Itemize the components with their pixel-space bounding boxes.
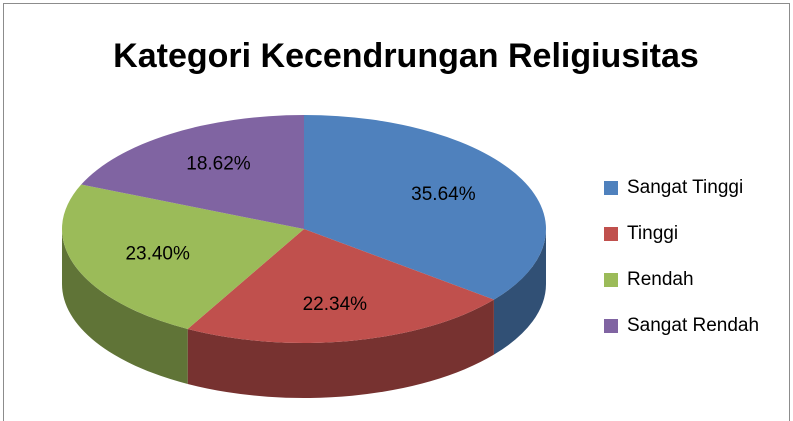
data-label: 35.64% [411, 184, 476, 205]
legend-swatch [604, 227, 618, 241]
legend-label: Rendah [627, 269, 694, 290]
data-label: 23.40% [125, 243, 190, 264]
pie-slice [304, 115, 546, 300]
pie-slice [81, 115, 304, 229]
legend-label: Sangat Tinggi [627, 177, 743, 198]
legend-swatch [604, 181, 618, 195]
pie-slice [187, 229, 494, 343]
pie-side [493, 229, 546, 355]
data-label: 18.62% [186, 153, 251, 174]
legend-swatch [604, 273, 618, 287]
chart-title: Kategori Kecendrungan Religiusitas [113, 37, 699, 75]
pie-slice [61, 184, 304, 329]
legend-swatch [604, 319, 618, 333]
pie-side [187, 299, 494, 398]
data-label: 22.34% [303, 294, 368, 315]
pie-side [62, 229, 188, 384]
legend-label: Tinggi [627, 223, 678, 244]
chart-border [3, 3, 790, 421]
legend-label: Sangat Rendah [627, 315, 759, 336]
